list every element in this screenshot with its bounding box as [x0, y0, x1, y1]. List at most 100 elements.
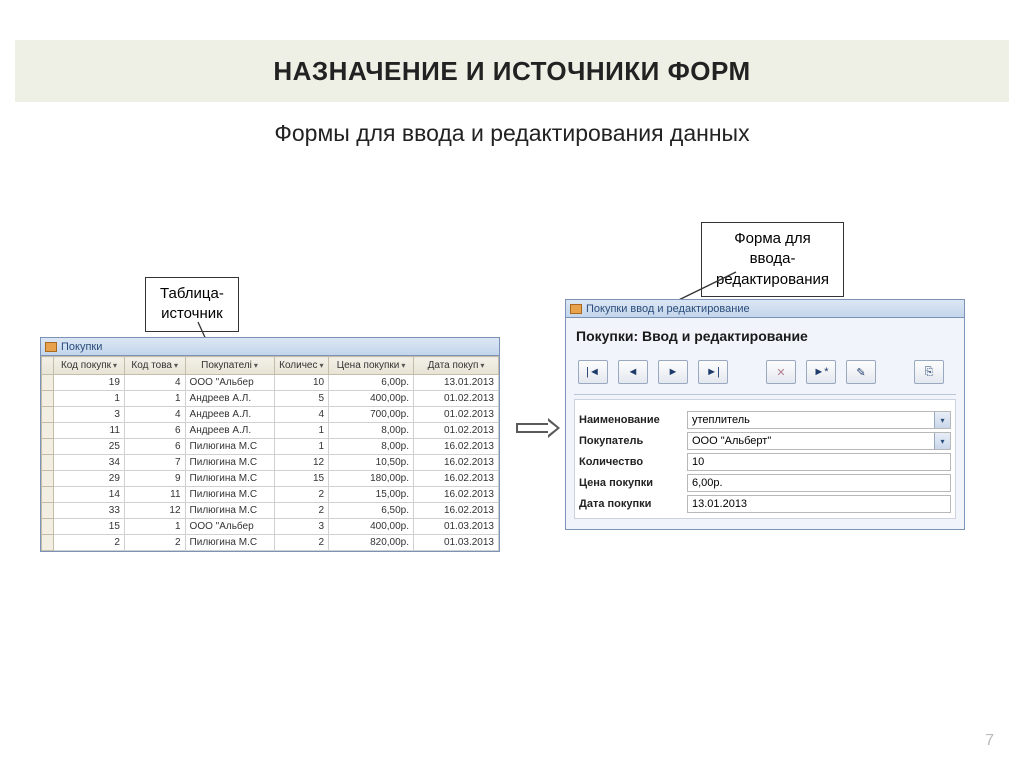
table-cell: Андреев А.Л. — [185, 391, 274, 407]
form-row: ПокупательООО "Альберт"▾ — [579, 432, 951, 450]
table-window-title: Покупки — [61, 341, 102, 353]
row-selector[interactable] — [42, 535, 54, 551]
table-cell: 8,00р. — [329, 439, 414, 455]
col-header[interactable]: Код това▾ — [124, 357, 185, 375]
table-cell: 1 — [124, 391, 185, 407]
form-body: Покупки: Ввод и редактирование |◄ ◄ ► ►|… — [566, 318, 964, 529]
table-cell: 4 — [124, 375, 185, 391]
table-cell: 180,00р. — [329, 471, 414, 487]
col-header[interactable]: Код покупк▾ — [54, 357, 125, 375]
row-selector[interactable] — [42, 375, 54, 391]
table-cell: 16.02.2013 — [414, 471, 499, 487]
table-cell: 19 — [54, 375, 125, 391]
table-cell: Пилюгина М.С — [185, 503, 274, 519]
field-value: 6,00р. — [692, 477, 723, 489]
row-selector[interactable] — [42, 423, 54, 439]
form-icon — [570, 304, 582, 314]
nav-close-button[interactable]: ⎘ — [914, 360, 944, 384]
table-cell: 13.01.2013 — [414, 375, 499, 391]
row-selector-header — [42, 357, 54, 375]
table-row[interactable]: 299Пилюгина М.С15180,00р.16.02.2013 — [42, 471, 499, 487]
nav-delete-button[interactable]: ✕ — [766, 360, 796, 384]
table-cell: 820,00р. — [329, 535, 414, 551]
dropdown-icon[interactable]: ▾ — [934, 433, 950, 449]
table-cell: ООО "Альбер — [185, 519, 274, 535]
col-header[interactable]: Количес▾ — [274, 357, 329, 375]
table-row[interactable]: 1411Пилюгина М.С215,00р.16.02.2013 — [42, 487, 499, 503]
field-label: Наименование — [579, 414, 687, 426]
row-selector[interactable] — [42, 471, 54, 487]
table-row[interactable]: 22Пилюгина М.С2820,00р.01.03.2013 — [42, 535, 499, 551]
form-heading: Покупки: Ввод и редактирование — [576, 328, 956, 344]
form-row: Дата покупки 13.01.2013 — [579, 495, 951, 513]
table-row[interactable]: 116Андреев А.Л.18,00р.01.02.2013 — [42, 423, 499, 439]
col-header[interactable]: Цена покупки▾ — [329, 357, 414, 375]
table-cell: 6 — [124, 423, 185, 439]
form-window-title: Покупки ввод и редактирование — [586, 303, 750, 315]
table-cell: Пилюгина М.С — [185, 471, 274, 487]
table-cell: Андреев А.Л. — [185, 407, 274, 423]
row-selector[interactable] — [42, 391, 54, 407]
row-selector[interactable] — [42, 439, 54, 455]
field-input[interactable]: 10 — [687, 453, 951, 471]
table-cell: 12 — [274, 455, 329, 471]
table-cell: 15,00р. — [329, 487, 414, 503]
field-input[interactable]: 13.01.2013 — [687, 495, 951, 513]
nav-next-button[interactable]: ► — [658, 360, 688, 384]
table-cell: 01.03.2013 — [414, 519, 499, 535]
table-row[interactable]: 256Пилюгина М.С18,00р.16.02.2013 — [42, 439, 499, 455]
col-header[interactable]: Покупателі▾ — [185, 357, 274, 375]
table-cell: 3 — [274, 519, 329, 535]
nav-new-button[interactable]: ►* — [806, 360, 836, 384]
table-cell: 6 — [124, 439, 185, 455]
table-cell: 2 — [124, 535, 185, 551]
table-cell: 4 — [274, 407, 329, 423]
table-cell: ООО "Альбер — [185, 375, 274, 391]
table-header-row: Код покупк▾Код това▾Покупателі▾Количес▾Ц… — [42, 357, 499, 375]
table-row[interactable]: 347Пилюгина М.С1210,50р.16.02.2013 — [42, 455, 499, 471]
table-cell: 400,00р. — [329, 519, 414, 535]
table-row[interactable]: 151ООО "Альбер3400,00р.01.03.2013 — [42, 519, 499, 535]
form-row: Цена покупки6,00р. — [579, 474, 951, 492]
table-window-titlebar: Покупки — [41, 338, 499, 356]
table-cell: 16.02.2013 — [414, 503, 499, 519]
field-input[interactable]: 6,00р. — [687, 474, 951, 492]
table-cell: 16.02.2013 — [414, 487, 499, 503]
slide-subtitle: Формы для ввода и редактирования данных — [0, 120, 1024, 147]
row-selector[interactable] — [42, 407, 54, 423]
table-cell: 1 — [54, 391, 125, 407]
field-input[interactable]: ООО "Альберт"▾ — [687, 432, 951, 450]
table-cell: 6,50р. — [329, 503, 414, 519]
table-cell: Андреев А.Л. — [185, 423, 274, 439]
table-cell: 01.03.2013 — [414, 535, 499, 551]
callout-right-text: Форма для ввода- редактирования — [716, 230, 829, 288]
nav-first-button[interactable]: |◄ — [578, 360, 608, 384]
table-cell: 25 — [54, 439, 125, 455]
col-header[interactable]: Дата покуп▾ — [414, 357, 499, 375]
form-nav-row: |◄ ◄ ► ►| ✕ ►* ✎ ⎘ — [574, 354, 956, 395]
table-cell: 1 — [124, 519, 185, 535]
table-cell: 15 — [274, 471, 329, 487]
row-selector[interactable] — [42, 487, 54, 503]
table-row[interactable]: 11Андреев А.Л.5400,00р.01.02.2013 — [42, 391, 499, 407]
table-cell: 4 — [124, 407, 185, 423]
purchases-table: Код покупк▾Код това▾Покупателі▾Количес▾Ц… — [41, 356, 499, 551]
row-selector[interactable] — [42, 503, 54, 519]
table-cell: 29 — [54, 471, 125, 487]
table-cell: 15 — [54, 519, 125, 535]
table-row[interactable]: 3312Пилюгина М.С26,50р.16.02.2013 — [42, 503, 499, 519]
table-row[interactable]: 34Андреев А.Л.4700,00р.01.02.2013 — [42, 407, 499, 423]
nav-last-button[interactable]: ►| — [698, 360, 728, 384]
table-row[interactable]: 194ООО "Альбер106,00р.13.01.2013 — [42, 375, 499, 391]
field-label: Дата покупки — [579, 498, 687, 510]
slide-title: НАЗНАЧЕНИЕ И ИСТОЧНИКИ ФОРМ — [273, 56, 750, 87]
table-cell: 16.02.2013 — [414, 455, 499, 471]
dropdown-icon[interactable]: ▾ — [934, 412, 950, 428]
field-input[interactable]: утеплитель▾ — [687, 411, 951, 429]
nav-prev-button[interactable]: ◄ — [618, 360, 648, 384]
row-selector[interactable] — [42, 455, 54, 471]
nav-save-button[interactable]: ✎ — [846, 360, 876, 384]
row-selector[interactable] — [42, 519, 54, 535]
form-window: Покупки ввод и редактирование Покупки: В… — [565, 299, 965, 530]
field-value: 13.01.2013 — [692, 498, 747, 510]
